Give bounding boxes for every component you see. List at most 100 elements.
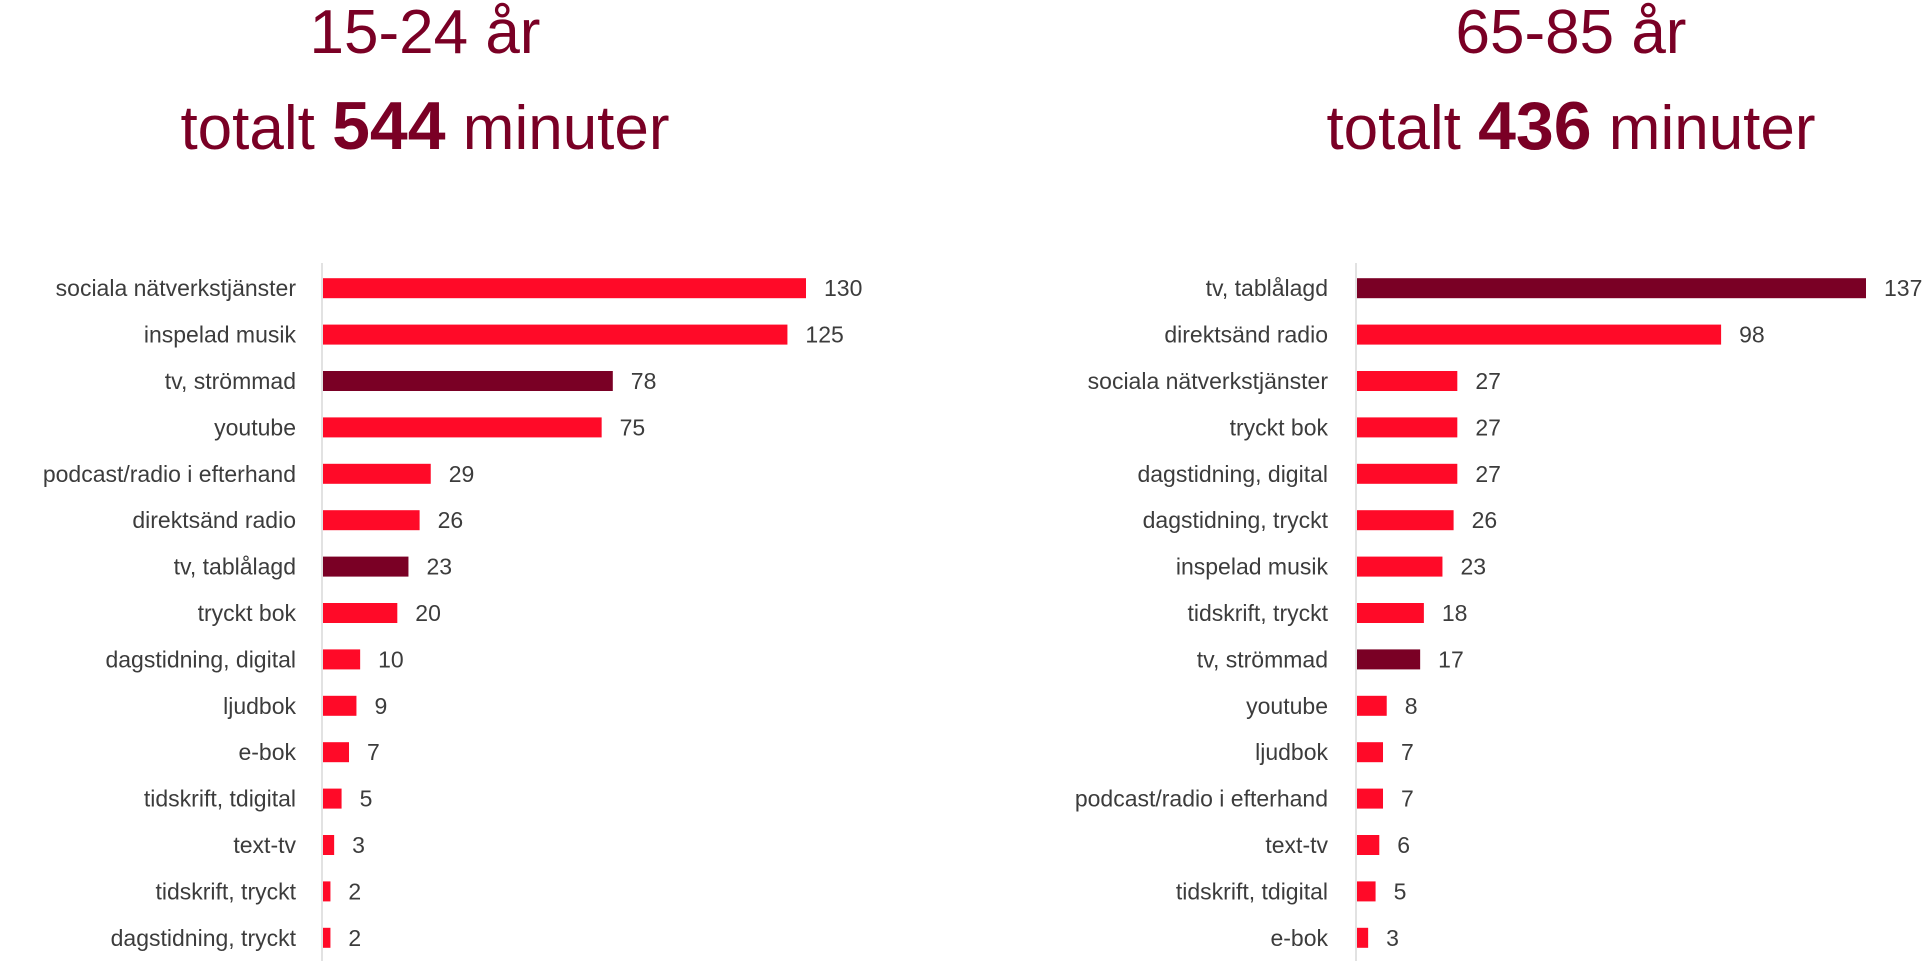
bar [323, 603, 398, 623]
bar [1357, 371, 1458, 391]
bar [323, 649, 361, 670]
chart-panel-65-85: 65-85 år totalt 436 minuter tv, tablålag… [961, 0, 1922, 967]
title-suffix: minuter [1608, 94, 1816, 163]
bar-chart-65-85: tv, tablålagd 137 direktsänd radio 98 social… [1075, 263, 1922, 961]
data-label: 23 [426, 554, 452, 580]
title-suffix: minuter [462, 94, 670, 163]
category-label: tryckt bok [198, 600, 297, 626]
category-label: tidskrift, tdigital [144, 786, 296, 812]
data-label: 9 [374, 693, 387, 719]
title-age-range: 15-24 år [309, 0, 541, 67]
data-label: 5 [360, 786, 373, 812]
bar [323, 881, 331, 902]
bar [1357, 649, 1421, 670]
data-label: 3 [1386, 925, 1399, 951]
bar [323, 927, 331, 948]
chart-title: 65-85 år totalt 436 minuter [1221, 0, 1921, 161]
category-label: tv, tablålagd [1206, 275, 1328, 301]
category-label: direktsänd radio [1164, 322, 1328, 348]
title-prefix: totalt [1326, 94, 1461, 163]
data-label: 137 [1884, 275, 1922, 301]
data-label: 18 [1442, 600, 1468, 626]
category-label: tv, strömmad [165, 368, 296, 394]
bar [1357, 881, 1376, 902]
bar [323, 788, 342, 809]
category-label: tidskrift, tryckt [155, 878, 296, 904]
title-age-range: 65-85 år [1455, 0, 1687, 67]
bar [1357, 695, 1387, 716]
category-label: dagstidning, tryckt [1143, 507, 1329, 533]
bar [1357, 835, 1380, 855]
data-label: 29 [449, 461, 475, 487]
title-total-line: totalt 436 minuter [1221, 92, 1921, 160]
data-label: 20 [415, 600, 441, 626]
bar [1357, 788, 1384, 809]
title-total-line: totalt 544 minuter [0, 92, 850, 160]
data-label: 17 [1438, 646, 1464, 672]
data-label: 6 [1397, 832, 1410, 858]
bar [323, 417, 602, 438]
category-label: direktsänd radio [132, 507, 296, 533]
bar [323, 695, 357, 716]
category-label: tryckt bok [1230, 414, 1329, 440]
bar [1357, 603, 1424, 623]
category-label: dagstidning, digital [105, 646, 296, 672]
category-label: ljudbok [1255, 739, 1328, 765]
category-label: e-bok [238, 739, 296, 765]
chart-title: 15-24 år totalt 544 minuter [0, 0, 850, 161]
bar [1357, 463, 1458, 484]
category-label: youtube [214, 414, 296, 440]
bar [323, 324, 788, 345]
data-label: 2 [348, 878, 361, 904]
data-label: 27 [1475, 461, 1501, 487]
title-prefix: totalt [180, 94, 315, 163]
bar [323, 278, 806, 299]
data-label: 7 [1401, 739, 1414, 765]
title-total-value: 436 [1478, 88, 1592, 164]
data-label: 8 [1405, 693, 1418, 719]
category-label: dagstidning, tryckt [111, 925, 297, 951]
data-label: 7 [367, 739, 380, 765]
category-label: tidskrift, tdigital [1176, 878, 1328, 904]
category-label: podcast/radio i efterhand [43, 461, 296, 487]
data-label: 26 [1472, 507, 1498, 533]
category-label: text-tv [1265, 832, 1328, 858]
data-label: 27 [1475, 368, 1501, 394]
data-label: 78 [631, 368, 657, 394]
data-label: 75 [620, 414, 646, 440]
data-label: 10 [378, 646, 404, 672]
chart-panel-15-24: 15-24 år totalt 544 minuter sociala nätv… [0, 0, 961, 967]
data-label: 23 [1460, 554, 1486, 580]
category-label: sociala nätverkstjänster [1088, 368, 1329, 394]
data-label: 125 [805, 322, 843, 348]
bar [1357, 510, 1454, 531]
bar [1357, 278, 1866, 299]
bar [1357, 556, 1443, 577]
bar [323, 835, 335, 855]
bar [323, 556, 409, 577]
data-label: 2 [348, 925, 361, 951]
bar [1357, 324, 1722, 345]
category-label: dagstidning, digital [1137, 461, 1328, 487]
bar [323, 371, 613, 391]
category-label: inspelad musik [1176, 554, 1329, 580]
category-label: podcast/radio i efterhand [1075, 786, 1328, 812]
category-label: tidskrift, tryckt [1187, 600, 1328, 626]
data-label: 27 [1475, 414, 1501, 440]
category-label: youtube [1246, 693, 1328, 719]
data-label: 26 [438, 507, 464, 533]
data-label: 5 [1394, 878, 1407, 904]
category-label: ljudbok [223, 693, 296, 719]
data-label: 130 [824, 275, 862, 301]
category-label: tv, strömmad [1197, 646, 1328, 672]
bar-chart-15-24: sociala nätverkstjänster 130 inspelad musi… [43, 263, 862, 961]
category-label: text-tv [233, 832, 296, 858]
data-label: 3 [352, 832, 365, 858]
data-label: 7 [1401, 786, 1414, 812]
category-label: tv, tablålagd [174, 554, 296, 580]
data-label: 98 [1739, 322, 1765, 348]
bar [1357, 927, 1369, 948]
bar [1357, 417, 1458, 438]
bar [323, 463, 431, 484]
bar [1357, 742, 1384, 763]
